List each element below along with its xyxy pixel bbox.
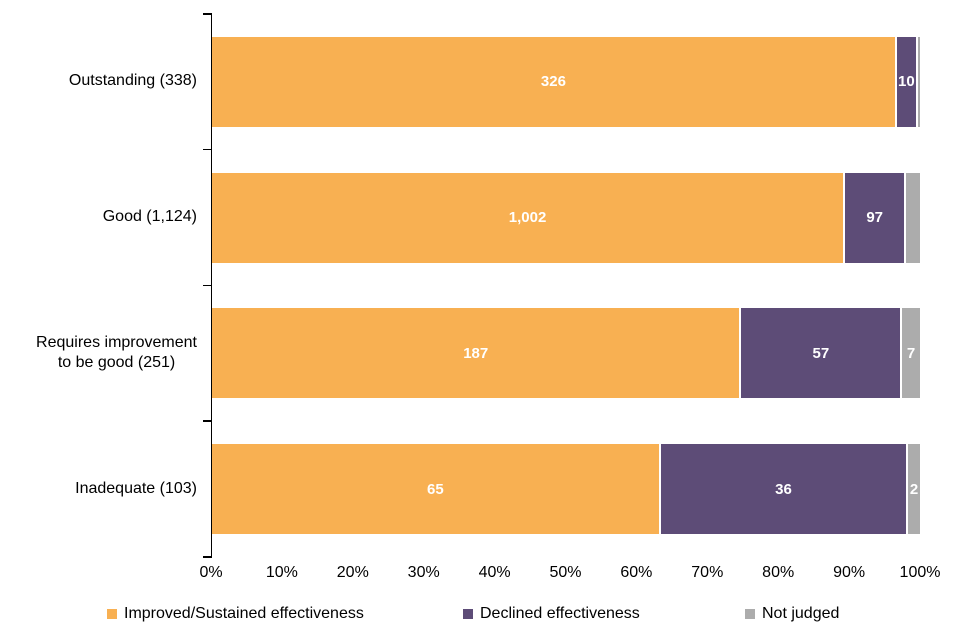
bar-value-label: 1,002 xyxy=(508,209,547,227)
category-label: Requires improvement to be good (251) xyxy=(36,333,197,372)
category-label: Good (1,124) xyxy=(102,208,197,226)
bar-segment-not-judged xyxy=(915,36,920,127)
legend-item-improved-sustained-effectiveness: Improved/Sustained effectiveness xyxy=(107,603,364,625)
y-axis-tick xyxy=(203,148,212,151)
legend-swatch-not-judged xyxy=(745,609,755,619)
x-axis-tick-label: 80% xyxy=(762,564,795,581)
bar-segment-declined-effectiveness: 10 xyxy=(894,36,916,127)
y-axis-tick xyxy=(203,284,212,286)
bar-segment-declined-effectiveness: 36 xyxy=(658,444,907,535)
bar-segment-improved-sustained-effectiveness: 187 xyxy=(212,308,740,399)
legend-swatch-declined-effectiveness xyxy=(463,609,473,619)
legend: Improved/Sustained effectiveness Declined… xyxy=(0,603,960,627)
bar-row: Requires improvement to be good (251) 187… xyxy=(36,286,920,422)
bar-track: 187 57 7 xyxy=(212,308,920,399)
x-axis-tick-label: 90% xyxy=(833,564,866,581)
bar-value-label: 65 xyxy=(427,480,444,498)
bar-segment-improved-sustained-effectiveness: 1,002 xyxy=(212,172,844,263)
bar-row: Inadequate (103) 65 36 2 xyxy=(75,421,920,557)
bar-segment-not-judged xyxy=(904,172,920,263)
bar-track: 65 36 2 xyxy=(212,444,920,535)
bar-segment-improved-sustained-effectiveness: 326 xyxy=(212,36,895,127)
x-axis-tick-label: 30% xyxy=(407,564,440,581)
y-axis-tick xyxy=(203,13,212,15)
category-label: Outstanding (338) xyxy=(68,72,197,90)
bar-track: 326 10 xyxy=(212,36,920,127)
legend-item-not-judged: Not judged xyxy=(745,603,839,625)
y-axis-tick xyxy=(203,556,212,558)
legend-label: Declined effectiveness xyxy=(480,605,640,622)
bar-value-label: 187 xyxy=(463,344,489,362)
category-label: Inadequate (103) xyxy=(75,479,197,497)
x-axis: 0% 10% 20% 30% 40% 50% 60% 70% 80% 90% 100% xyxy=(199,564,940,586)
bar-rows: Outstanding (338) 326 10 Good (1,124) 1,002 9… xyxy=(36,14,920,557)
legend-label: Improved/Sustained effectiveness xyxy=(124,605,364,622)
bar-segment-not-judged: 2 xyxy=(906,444,920,535)
legend-item-declined-effectiveness: Declined effectiveness xyxy=(463,603,640,625)
x-axis-tick-label: 70% xyxy=(691,564,724,581)
bar-value-label: 7 xyxy=(906,344,916,362)
bar-value-label: 57 xyxy=(812,344,830,362)
bar-value-label: 2 xyxy=(909,480,919,498)
x-axis-tick-label: 100% xyxy=(899,564,941,581)
x-axis-tick-label: 10% xyxy=(265,564,298,581)
bar-value-label: 36 xyxy=(775,480,792,498)
bar-value-label: 10 xyxy=(897,73,915,91)
x-axis-tick-label: 20% xyxy=(336,564,369,581)
x-axis-tick-label: 50% xyxy=(549,564,582,581)
x-axis-tick-label: 0% xyxy=(199,564,223,581)
x-axis-tick-label: 40% xyxy=(478,564,511,581)
bar-row: Outstanding (338) 326 10 xyxy=(69,14,920,150)
bar-row: Good (1,124) 1,002 97 xyxy=(103,150,920,286)
bar-value-label: 326 xyxy=(540,73,566,91)
bar-segment-declined-effectiveness: 97 xyxy=(843,172,905,263)
x-axis-tick-label: 60% xyxy=(620,564,653,581)
bar-value-label: 97 xyxy=(866,209,884,227)
legend-label: Not judged xyxy=(762,605,840,622)
y-axis-tick xyxy=(203,420,212,422)
bar-segment-improved-sustained-effectiveness: 65 xyxy=(212,444,659,535)
bar-segment-declined-effectiveness: 57 xyxy=(739,308,901,399)
plot-area: Outstanding (338) 326 10 Good (1,124) 1,002 9… xyxy=(36,13,920,558)
bar-segment-not-judged: 7 xyxy=(900,308,920,399)
bar-track: 1,002 97 xyxy=(212,172,920,263)
legend-swatch-improved-sustained-effectiveness xyxy=(107,609,117,619)
